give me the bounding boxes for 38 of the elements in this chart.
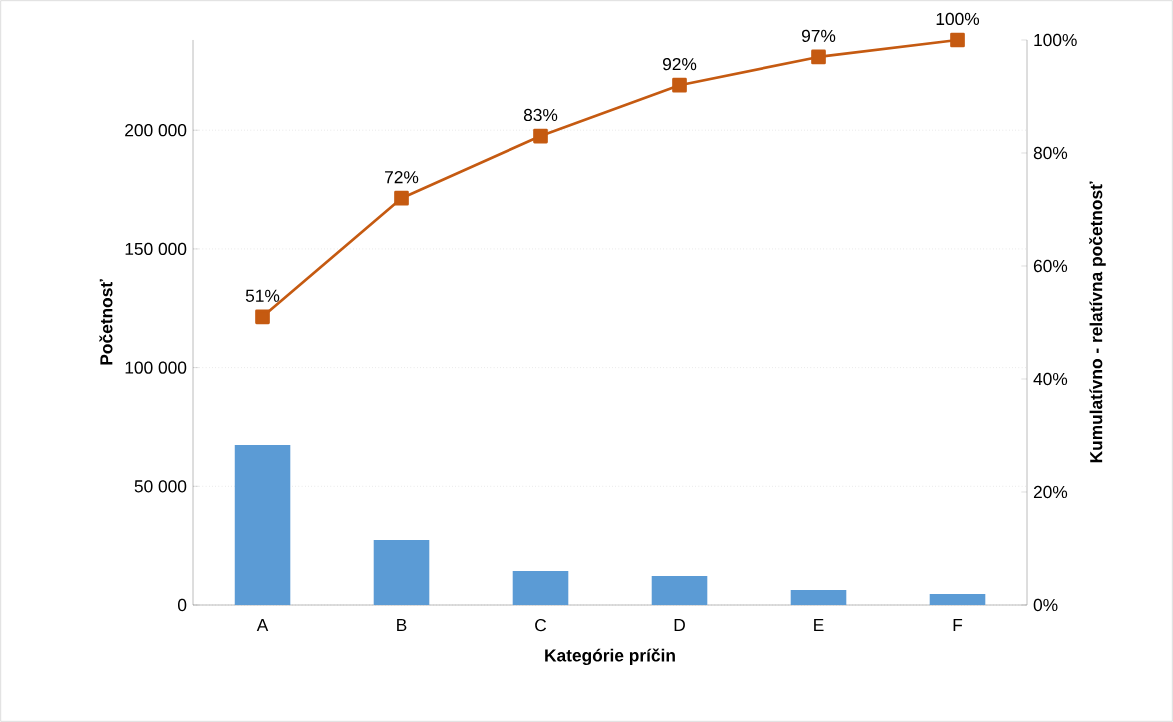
bar <box>373 539 430 605</box>
x-tick-label: D <box>674 619 685 631</box>
point <box>394 190 409 206</box>
data-label: 83% <box>523 108 558 122</box>
y-tick-label: 0 <box>177 598 187 612</box>
data-label: 51% <box>245 289 280 302</box>
y-tick-label: 200 000 <box>125 124 187 137</box>
data-label: 72% <box>385 171 419 184</box>
y-axis-title: Početnosť <box>99 279 113 365</box>
point <box>255 309 270 325</box>
point <box>672 77 687 93</box>
y-tick-label: 50 000 <box>134 480 187 493</box>
y2-tick-label: 20% <box>1033 485 1068 499</box>
y2-tick-label: 0% <box>1033 598 1058 612</box>
x-tick-label: F <box>953 619 963 631</box>
bar <box>512 571 569 605</box>
y2-tick-label: 60% <box>1033 259 1068 273</box>
bar <box>651 576 708 605</box>
x-tick-label: E <box>814 619 824 631</box>
y2-axis-title: Kumulatívno - relatívna početnosť <box>1089 181 1106 463</box>
bar <box>234 445 291 605</box>
y-tick-label: 100 000 <box>125 361 187 374</box>
y-tick-label: 150 000 <box>125 242 187 256</box>
y2-tick-label: 100% <box>1034 33 1077 47</box>
data-label: 100% <box>936 12 980 26</box>
x-tick-label: B <box>397 619 407 631</box>
point <box>950 32 965 48</box>
data-label: 92% <box>662 57 697 71</box>
point <box>533 128 548 144</box>
x-tick-label: A <box>256 619 269 631</box>
point <box>811 49 826 65</box>
x-axis-title: Kategórie príčin <box>545 648 675 666</box>
x-tick-label: C <box>535 619 547 632</box>
y2-tick-label: 40% <box>1033 372 1068 386</box>
y2-tick-label: 80% <box>1033 146 1068 160</box>
bar <box>929 594 986 605</box>
data-label: 97% <box>801 29 836 43</box>
bar <box>790 590 847 605</box>
